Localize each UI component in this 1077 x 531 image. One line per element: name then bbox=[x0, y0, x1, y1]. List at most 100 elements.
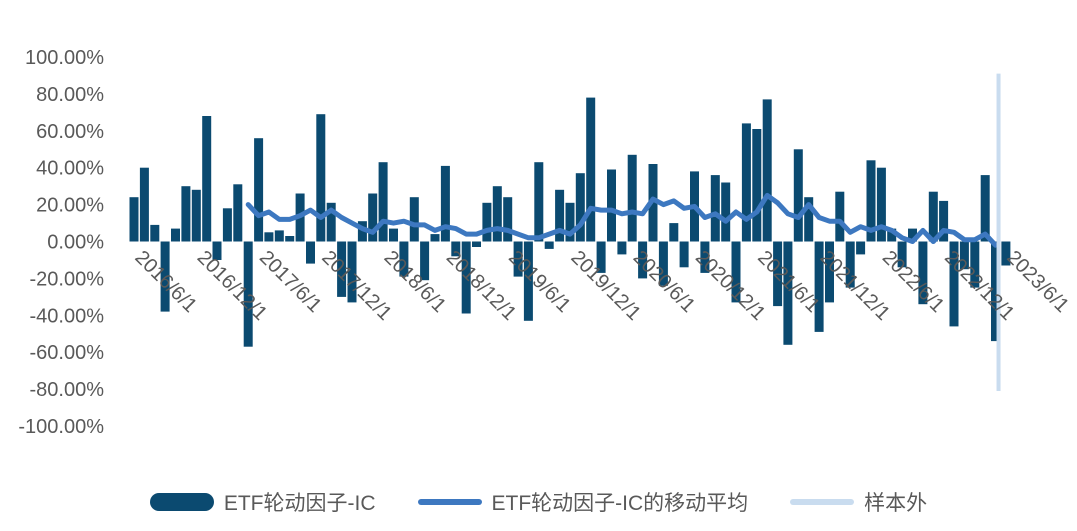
ic-bar bbox=[357, 221, 367, 242]
moving-average-line bbox=[245, 192, 998, 248]
ic-bar bbox=[150, 224, 160, 242]
ic-bar bbox=[503, 197, 513, 242]
ic-bar bbox=[710, 175, 720, 242]
ic-bar bbox=[731, 241, 741, 303]
ic-bar bbox=[274, 230, 284, 242]
ic-bar bbox=[928, 191, 938, 242]
ic-bar bbox=[129, 197, 139, 242]
ic-bar bbox=[575, 173, 585, 242]
ic-bar bbox=[534, 162, 544, 242]
legend-label-oos: 样本外 bbox=[864, 492, 928, 515]
ic-bar bbox=[949, 241, 959, 327]
y-tick-label: 20.00% bbox=[36, 195, 104, 217]
ic-bar bbox=[139, 167, 149, 242]
ic-bar bbox=[856, 241, 866, 255]
ic-bar bbox=[202, 116, 212, 242]
ic-bar bbox=[887, 228, 897, 242]
ic-bar bbox=[440, 165, 450, 242]
ic-bar bbox=[222, 208, 232, 242]
ic-bar bbox=[472, 241, 481, 247]
ic-bar bbox=[918, 241, 928, 305]
ic-bar bbox=[378, 162, 388, 242]
ic-bar bbox=[181, 186, 191, 242]
ic-bar bbox=[513, 241, 523, 277]
ic-bar bbox=[991, 241, 1000, 342]
ic-bar bbox=[368, 193, 378, 242]
ic-bar bbox=[793, 149, 803, 242]
ic-bar bbox=[970, 241, 980, 288]
y-tick-label: 80.00% bbox=[36, 84, 104, 106]
ic-bar bbox=[430, 234, 440, 242]
ic-bar bbox=[825, 241, 834, 303]
y-tick-label: 40.00% bbox=[36, 158, 104, 180]
ic-bar bbox=[306, 241, 315, 264]
ic-bar bbox=[191, 189, 201, 242]
ic-bar bbox=[783, 241, 793, 345]
ic-bar bbox=[555, 189, 565, 242]
ic-bar bbox=[835, 191, 845, 242]
legend: ETF轮动因子-IC ETF轮动因子-IC的移动平均 样本外 bbox=[0, 482, 1077, 522]
y-tick-label: 0.00% bbox=[47, 232, 104, 254]
y-tick-label: -80.00% bbox=[30, 379, 105, 401]
ic-bar bbox=[316, 114, 326, 242]
ic-bar bbox=[741, 123, 751, 242]
ic-bar bbox=[980, 175, 990, 242]
y-tick-label: 100.00% bbox=[25, 47, 104, 69]
legend-swatch-ic bbox=[149, 493, 214, 511]
ic-bar bbox=[773, 241, 783, 307]
ic-bar bbox=[523, 241, 533, 321]
y-tick-label: -40.00% bbox=[30, 305, 105, 327]
y-tick-label: -60.00% bbox=[30, 342, 105, 364]
ic-bar bbox=[212, 241, 222, 260]
ic-bar bbox=[1001, 241, 1011, 266]
y-axis: 100.00% 80.00% 60.00% 40.00% 20.00% 0.00% -20.… bbox=[18, 47, 104, 438]
ic-bar bbox=[939, 200, 949, 242]
moving-average-series bbox=[245, 192, 998, 248]
ic-bar bbox=[866, 160, 876, 242]
chart-area: 100.00% 80.00% 60.00% 40.00% 20.00% 0.00% -20.… bbox=[18, 47, 1073, 438]
y-tick-label: -100.00% bbox=[18, 416, 104, 438]
ic-bar bbox=[171, 228, 180, 242]
ic-bar bbox=[160, 241, 170, 312]
ic-bar bbox=[399, 241, 409, 277]
ic-bar bbox=[638, 241, 648, 279]
ic-bar bbox=[876, 167, 886, 242]
ic-bar bbox=[451, 241, 461, 257]
ic-bar bbox=[804, 197, 814, 242]
ic-bar bbox=[897, 241, 907, 268]
ic-bar bbox=[908, 228, 917, 242]
ic-bar bbox=[243, 241, 253, 347]
legend-item-ma: ETF轮动因子-IC的移动平均 bbox=[417, 487, 749, 517]
ic-bar bbox=[700, 241, 710, 273]
legend-label-ic: ETF轮动因子-IC bbox=[223, 492, 376, 515]
y-tick-label: 60.00% bbox=[36, 121, 104, 143]
ic-bar bbox=[420, 241, 430, 281]
ic-bar bbox=[326, 202, 336, 242]
ic-bar bbox=[814, 241, 824, 332]
ic-bar bbox=[347, 241, 357, 303]
ic-bar bbox=[596, 241, 606, 273]
ic-bar bbox=[461, 241, 471, 314]
ic-bar bbox=[658, 241, 668, 286]
legend-label-ma: ETF轮动因子-IC的移动平均 bbox=[491, 492, 749, 515]
ic-bar bbox=[389, 228, 398, 242]
legend-swatch-ma bbox=[417, 499, 482, 505]
ic-bar bbox=[264, 232, 274, 242]
ic-bar bbox=[285, 236, 295, 242]
y-tick-label: -20.00% bbox=[30, 268, 105, 290]
ic-bar bbox=[492, 186, 502, 242]
ic-bar bbox=[721, 182, 731, 242]
ic-bar bbox=[409, 197, 419, 242]
ic-bar bbox=[669, 223, 679, 242]
ic-bar bbox=[586, 97, 596, 242]
bar-series bbox=[129, 97, 1011, 347]
ic-bar bbox=[762, 99, 772, 242]
ic-bar bbox=[627, 154, 637, 242]
ic-bar bbox=[752, 129, 762, 242]
legend-item-oos: 样本外 bbox=[790, 487, 927, 517]
legend-swatch-oos bbox=[790, 499, 855, 505]
ic-bar bbox=[254, 138, 264, 242]
ic-bar bbox=[959, 241, 969, 270]
ic-bar bbox=[482, 202, 492, 242]
ic-bar bbox=[607, 169, 616, 242]
